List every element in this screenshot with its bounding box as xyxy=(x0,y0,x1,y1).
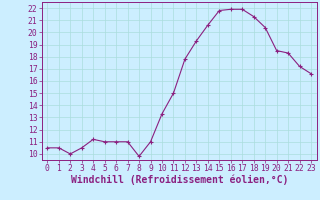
X-axis label: Windchill (Refroidissement éolien,°C): Windchill (Refroidissement éolien,°C) xyxy=(70,175,288,185)
